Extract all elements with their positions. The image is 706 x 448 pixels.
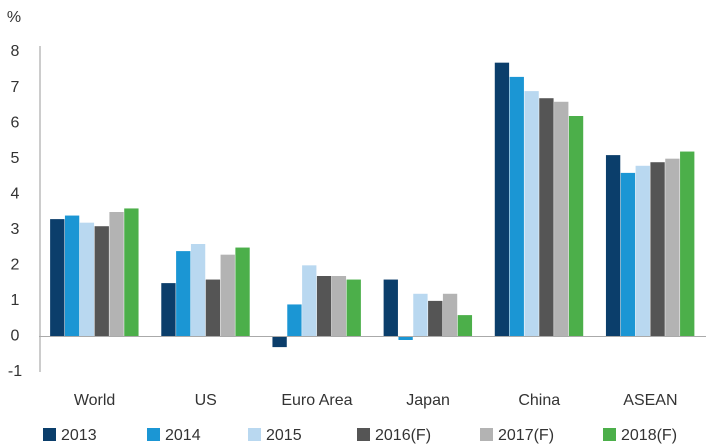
legend-label: 2017(F) (498, 427, 554, 444)
bar (161, 283, 176, 337)
x-tick-label: US (195, 392, 217, 409)
bar (568, 116, 584, 337)
bar (605, 155, 621, 337)
bar (176, 251, 191, 337)
y-tick-label: 7 (11, 79, 20, 96)
x-tick-label: Japan (406, 392, 450, 409)
bar (94, 226, 109, 337)
legend-label: 2018(F) (621, 427, 677, 444)
bar (539, 98, 554, 337)
bar (64, 215, 80, 337)
legend-swatch (147, 428, 160, 441)
legend-swatch (248, 428, 261, 441)
x-tick-label: Euro Area (281, 392, 352, 409)
legend-label: 2015 (266, 427, 302, 444)
y-tick-label: 2 (11, 257, 20, 274)
legend-swatch (480, 428, 493, 441)
bar (509, 76, 524, 337)
bar (554, 101, 569, 337)
bar (109, 212, 124, 337)
y-tick-label: -1 (8, 363, 22, 380)
x-tick-label: China (518, 392, 560, 409)
bar (190, 244, 206, 337)
bar (346, 279, 361, 337)
bar (205, 279, 221, 337)
y-tick-label: 0 (11, 328, 20, 345)
bar (235, 247, 250, 337)
x-tick-label: World (74, 392, 116, 409)
legend-swatch (357, 428, 370, 441)
bar (524, 91, 539, 337)
bar (494, 62, 510, 337)
bar (680, 151, 695, 337)
bar (635, 165, 650, 337)
legend-label: 2013 (61, 427, 97, 444)
y-tick-label: 5 (11, 150, 20, 167)
y-axis-label: % (7, 9, 21, 26)
bar (428, 300, 443, 337)
y-tick-label: 8 (11, 43, 20, 60)
bar (287, 304, 302, 337)
bar (398, 336, 413, 340)
bar (620, 172, 636, 337)
y-tick-label: 4 (11, 185, 20, 202)
bar (272, 336, 287, 348)
bar (665, 158, 680, 337)
bar (220, 254, 235, 337)
legend-label: 2016(F) (375, 427, 431, 444)
bar (79, 222, 95, 337)
bar (50, 219, 65, 337)
legend-label: 2014 (165, 427, 201, 444)
bar (383, 279, 398, 337)
y-tick-label: 6 (11, 114, 20, 131)
bar (302, 265, 317, 337)
y-tick-label: 3 (11, 221, 20, 238)
bar (442, 293, 458, 337)
y-tick-label: 1 (11, 292, 20, 309)
bar (413, 293, 428, 337)
bar (331, 276, 347, 337)
bar (124, 208, 139, 337)
legend-swatch (603, 428, 616, 441)
bar (316, 276, 332, 337)
x-tick-label: ASEAN (623, 392, 677, 409)
bar (457, 315, 473, 337)
bar (650, 162, 665, 337)
legend-swatch (43, 428, 56, 441)
